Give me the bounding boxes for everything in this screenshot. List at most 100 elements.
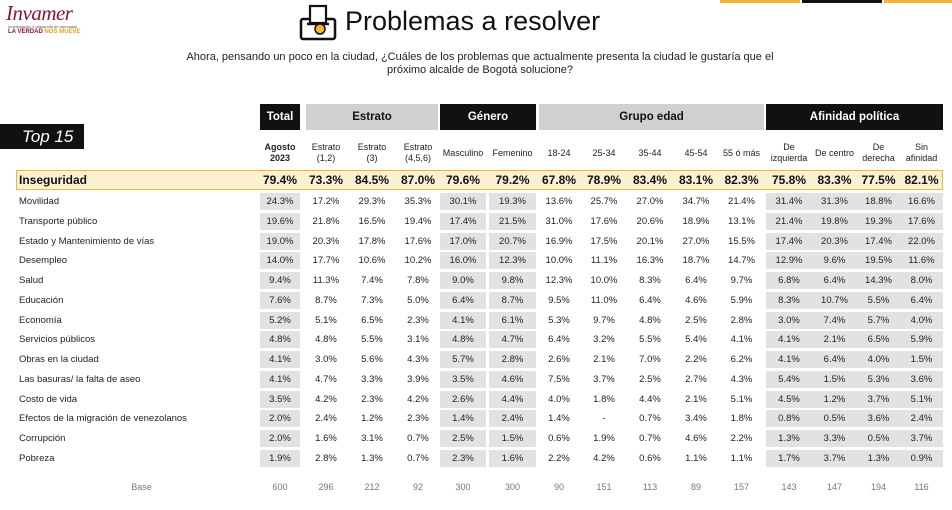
- table-cell: 1.5%: [900, 351, 943, 368]
- table-cell: 9.7%: [730, 275, 753, 286]
- table-cell: 3.7%: [900, 430, 943, 447]
- table-row: Economía 5.2% 5.1% 6.5% 2.3% 4.1% 6.1% 5.3% 9.7%…: [0, 311, 952, 329]
- table-cell: 2.1%: [812, 331, 857, 349]
- table-cell: 19.4%: [404, 215, 432, 227]
- table-cell: 4.7%: [489, 331, 536, 349]
- table-cell: 90: [553, 482, 564, 492]
- table-cell: 27.0%: [682, 235, 710, 247]
- table-cell: 0.5%: [857, 430, 900, 447]
- table-cell: 10.2%: [404, 255, 432, 267]
- table-cell: 3.4%: [685, 413, 707, 425]
- table-cell: 34.7%: [682, 196, 710, 207]
- table-cell: 13.6%: [545, 196, 573, 207]
- table-cell: 2.7%: [685, 373, 707, 385]
- table-row: Transporte público 19.6% 21.8% 16.5% 19.4% 17…: [0, 212, 952, 230]
- table-cell: 1.2%: [361, 413, 383, 425]
- table-cell: 3.3%: [812, 430, 857, 447]
- table-cell: 21.5%: [489, 212, 536, 230]
- table-cell: 2.2%: [548, 452, 570, 464]
- table-cell: 14.3%: [857, 272, 900, 289]
- table-cell: 92: [412, 482, 423, 492]
- table-cell: 12.3%: [489, 252, 536, 270]
- group-header: Afinidad política: [766, 104, 943, 130]
- table-cell: 5.2%: [260, 311, 300, 329]
- table-cell: 4.1%: [260, 351, 300, 368]
- table-row: Desempleo 14.0% 17.7% 10.6% 10.2% 16.0% 12.3% 1…: [0, 252, 952, 270]
- table-cell: 19.3%: [857, 212, 900, 230]
- column-header: Estrato (3): [357, 142, 387, 163]
- table-cell: 143: [781, 482, 797, 492]
- table-cell: 75.8%: [771, 173, 807, 187]
- table-row: Las basuras/ la falta de aseo 4.1% 4.7% 3.3…: [0, 370, 952, 388]
- table-cell: 7.4%: [361, 275, 383, 286]
- table-cell: 4.6%: [685, 433, 707, 444]
- table-cell: 3.7%: [857, 390, 900, 408]
- table-cell: 67.8%: [541, 173, 577, 187]
- table-cell: 12.3%: [545, 275, 573, 286]
- column-header: 45-54: [684, 147, 708, 158]
- table-cell: 7.6%: [260, 291, 300, 309]
- table-cell: 6.4%: [812, 272, 857, 289]
- table-cell: 3.7%: [593, 373, 615, 385]
- table-cell: 1.6%: [489, 449, 536, 467]
- table-cell: 5.5%: [857, 291, 900, 309]
- table-cell: 5.5%: [639, 334, 661, 346]
- table-cell: 2.2%: [730, 433, 753, 444]
- table-cell: 79.2%: [495, 173, 530, 187]
- ballot-box-icon: [299, 4, 337, 41]
- table-cell: 2.1%: [685, 393, 707, 405]
- table-cell: 3.0%: [315, 354, 337, 365]
- table-cell: 2.5%: [639, 373, 661, 385]
- table-cell: 15.5%: [728, 235, 755, 247]
- table-cell: 3.1%: [407, 334, 429, 346]
- table-cell: 5.0%: [407, 294, 429, 306]
- table-cell: 2.0%: [260, 410, 300, 428]
- table-cell: 31.3%: [812, 193, 857, 210]
- table-cell: 17.8%: [358, 235, 386, 247]
- table-cell: 5.5%: [361, 334, 383, 346]
- table-cell: 11.3%: [312, 275, 340, 286]
- table-cell: 5.3%: [857, 370, 900, 388]
- table-cell: 116: [914, 482, 929, 492]
- table-cell: 3.9%: [407, 373, 429, 385]
- table-cell: 2.3%: [361, 393, 383, 405]
- table-cell: 12.9%: [766, 252, 812, 270]
- table-cell: 0.8%: [766, 410, 812, 428]
- table-cell: 2.4%: [315, 413, 337, 425]
- table-cell: 9.4%: [260, 272, 300, 289]
- table-cell: 21.4%: [728, 196, 755, 207]
- table-cell: 1.8%: [593, 393, 615, 405]
- column-header: Estrato (1,2): [311, 142, 341, 163]
- column-header: 55 ó más: [722, 147, 761, 158]
- table-cell: 147: [826, 482, 843, 492]
- table-cell: 17.4%: [857, 232, 900, 250]
- table-cell: 21.8%: [312, 215, 340, 227]
- table-cell: 4.2%: [315, 393, 337, 405]
- table-cell: 83.4%: [632, 173, 668, 187]
- table-cell: 5.1%: [315, 314, 337, 326]
- table-cell: 17.6%: [404, 235, 432, 247]
- table-cell: 4.7%: [315, 373, 337, 385]
- table-cell: 0.7%: [407, 452, 429, 464]
- table-cell: 6.4%: [639, 294, 661, 306]
- table-cell: 7.4%: [812, 311, 857, 329]
- table-cell: 1.1%: [730, 452, 753, 464]
- table-cell: 4.1%: [766, 351, 812, 368]
- table-cell: 4.6%: [489, 370, 536, 388]
- table-cell: 3.0%: [766, 311, 812, 329]
- column-header: 18-24: [547, 147, 571, 158]
- table-cell: 4.1%: [730, 334, 753, 346]
- table-cell: 3.6%: [900, 370, 943, 388]
- table-cell: 31.0%: [545, 215, 573, 227]
- column-header: Agosto 2023: [264, 142, 296, 163]
- table-cell: 4.3%: [730, 373, 753, 385]
- table-cell: 4.0%: [900, 311, 943, 329]
- table-cell: 18.9%: [682, 215, 710, 227]
- table-cell: 17.6%: [590, 215, 618, 227]
- table-cell: 4.1%: [440, 311, 486, 329]
- table-cell: 22.0%: [900, 232, 943, 250]
- row-label: Salud: [19, 275, 44, 286]
- table-cell: 4.8%: [260, 331, 300, 349]
- table-cell: 16.9%: [545, 235, 573, 247]
- table-cell: 2.6%: [548, 354, 570, 365]
